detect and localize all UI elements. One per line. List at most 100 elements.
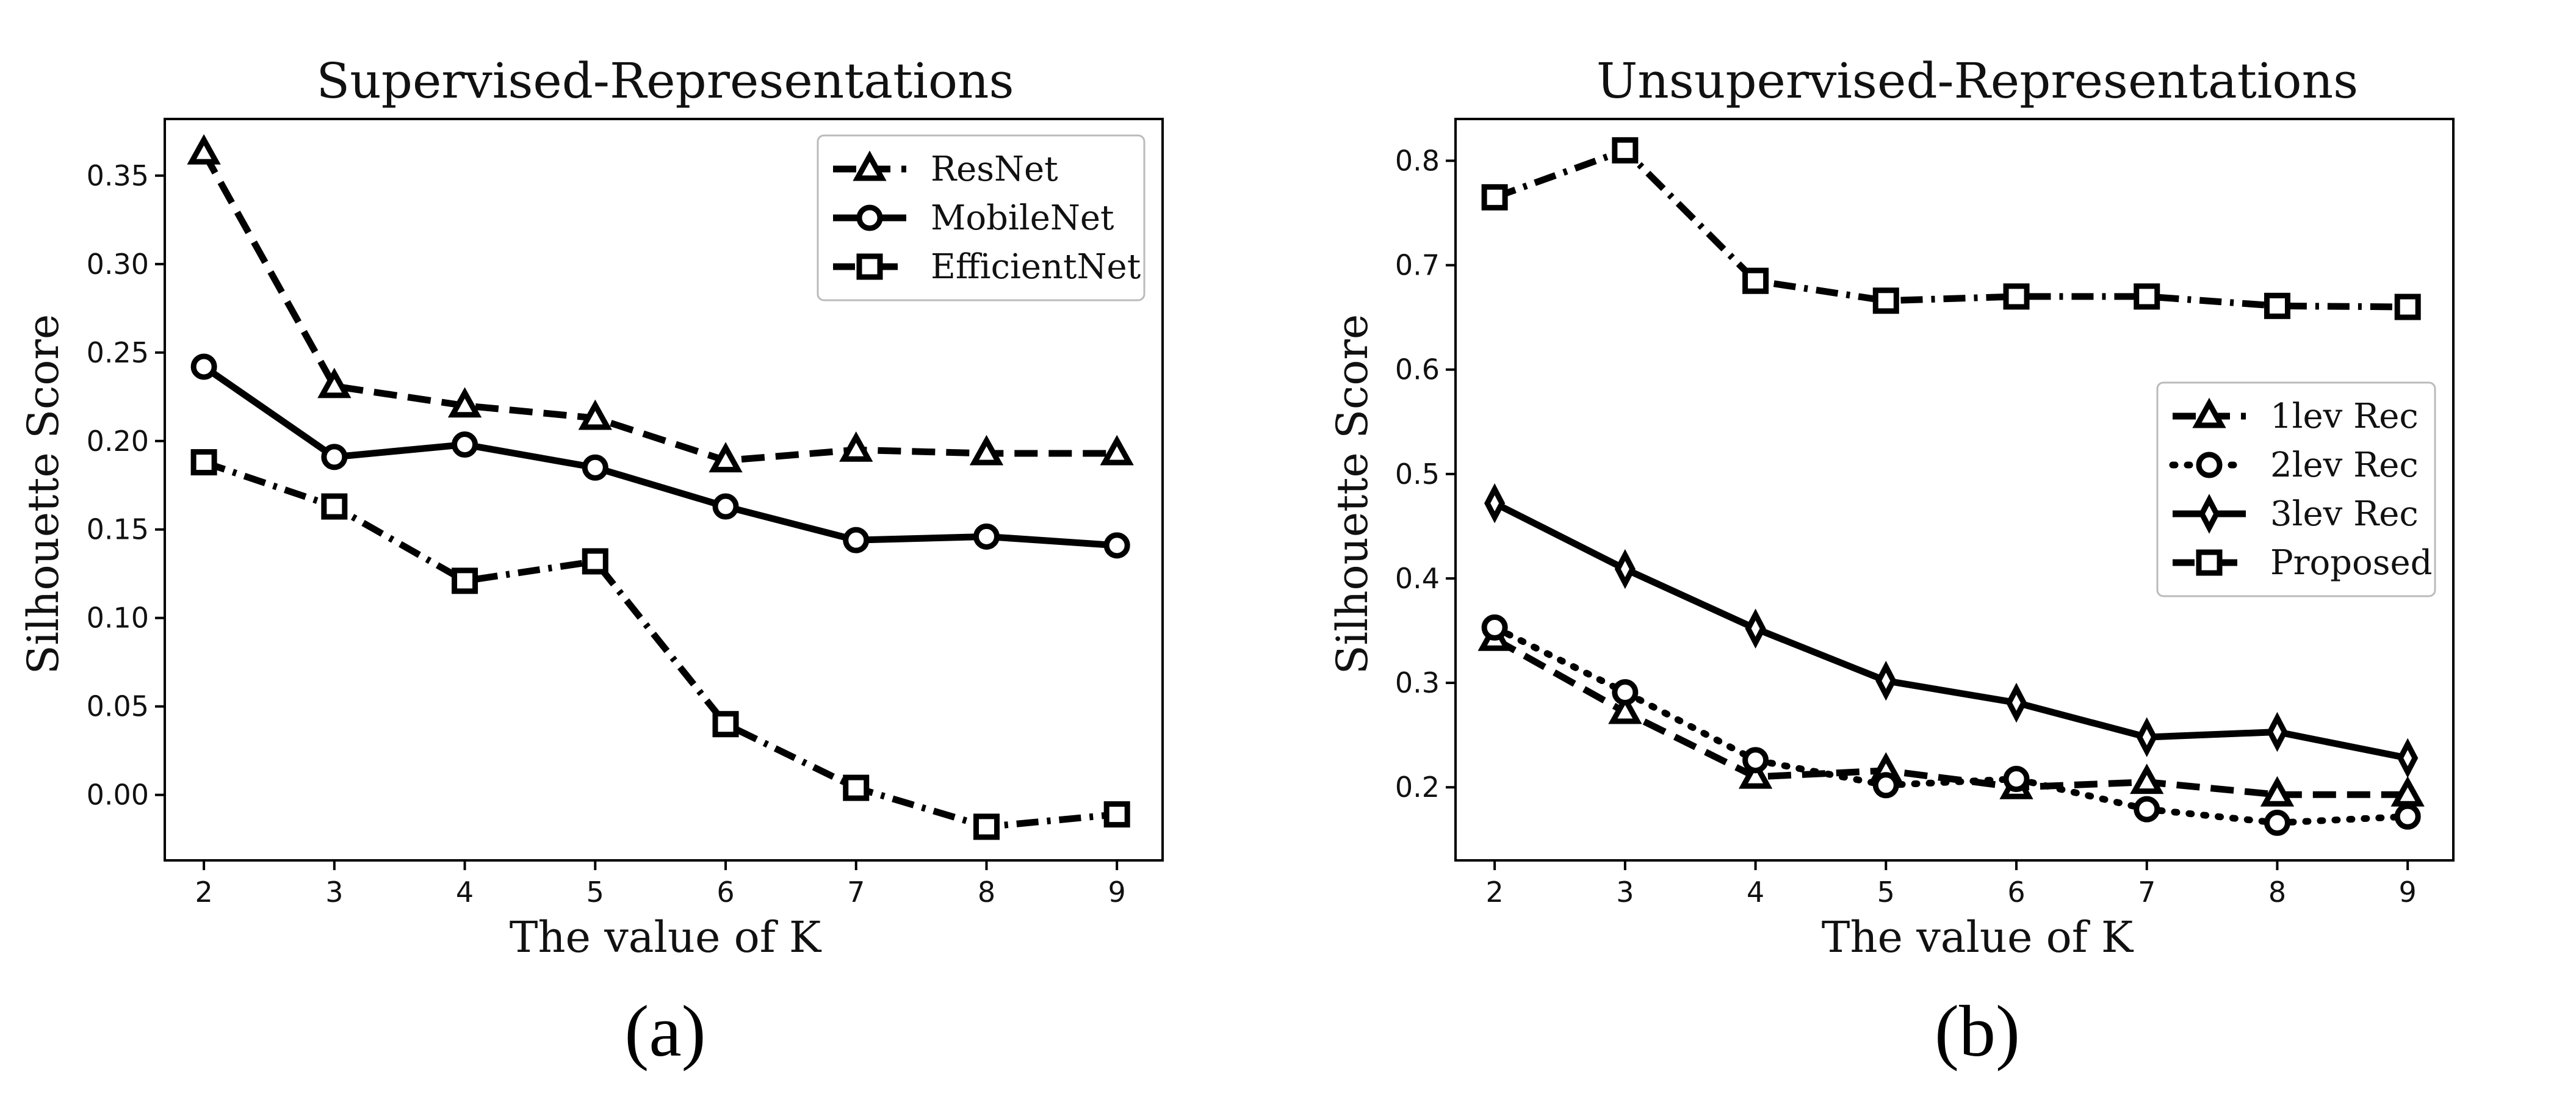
data-point bbox=[1608, 693, 1642, 724]
plot-area: 2 3 4 5 6 7 8 9 0.00 0.05 0.10 0.15 0.20 0.25 0.30 0.35 bbox=[87, 118, 1164, 909]
y-tick-label: 0.05 bbox=[87, 690, 149, 723]
x-tick-label: 6 bbox=[716, 876, 734, 909]
axes-frame bbox=[164, 118, 1164, 862]
x-tick-label: 5 bbox=[586, 876, 604, 909]
legend-item: Proposed bbox=[2173, 543, 2432, 583]
data-point bbox=[712, 493, 739, 520]
chart-title: Supervised-Representations bbox=[316, 52, 1014, 109]
legend-item: MobileNet bbox=[833, 198, 1114, 238]
y-tick-label: 0.35 bbox=[87, 159, 149, 192]
data-point bbox=[1745, 608, 1766, 649]
series-proposed bbox=[1481, 137, 2421, 320]
series-1lev-rec bbox=[1477, 620, 2425, 807]
x-tick-label: 4 bbox=[456, 876, 474, 909]
legend-item: 1lev Rec bbox=[2173, 397, 2419, 436]
data-point bbox=[2264, 809, 2290, 836]
axes-frame bbox=[1454, 118, 2455, 862]
data-point bbox=[578, 399, 612, 430]
data-point bbox=[582, 454, 608, 481]
x-tick-label: 8 bbox=[978, 876, 995, 909]
legend: 1lev Rec 2lev Rec 3lev Rec Proposed bbox=[2156, 381, 2436, 597]
data-point bbox=[1481, 184, 1508, 211]
data-point bbox=[2264, 292, 2290, 319]
data-point bbox=[2267, 711, 2288, 752]
data-point bbox=[2130, 763, 2164, 794]
data-point bbox=[1612, 137, 1639, 164]
data-point bbox=[712, 711, 739, 738]
chart-title: Unsupervised-Representations bbox=[1596, 52, 2358, 109]
x-tick-label: 3 bbox=[325, 876, 343, 909]
panel-caption: (b) bbox=[1935, 990, 2020, 1072]
series-line bbox=[201, 364, 1117, 549]
y-tick-label: 0.25 bbox=[87, 336, 149, 369]
data-point bbox=[1484, 483, 1506, 524]
x-tick-label: 2 bbox=[1485, 876, 1503, 909]
y-tick-label: 0.00 bbox=[87, 779, 149, 812]
data-point bbox=[2134, 283, 2160, 310]
data-point bbox=[2394, 294, 2421, 320]
x-tick-label: 7 bbox=[847, 876, 865, 909]
legend-item: ResNet bbox=[833, 149, 1058, 189]
chart-panel-b: Unsupervised-Representations The value o… bbox=[1327, 52, 2455, 1072]
y-tick-label: 0.15 bbox=[87, 513, 149, 546]
legend-label: ResNet bbox=[931, 149, 1058, 189]
series-line bbox=[203, 459, 1117, 830]
x-tick-label: 9 bbox=[1108, 876, 1126, 909]
legend-marker bbox=[853, 150, 887, 181]
data-point bbox=[969, 434, 1004, 466]
data-point bbox=[1481, 614, 1508, 641]
chart-panel-a: Supervised-Representations The value of … bbox=[18, 52, 1164, 1072]
legend-label: 1lev Rec bbox=[2270, 397, 2419, 436]
series-line bbox=[1493, 146, 2408, 311]
data-point bbox=[2134, 796, 2160, 823]
data-point bbox=[1100, 434, 1134, 466]
x-tick-label: 6 bbox=[2007, 876, 2025, 909]
data-point bbox=[1612, 679, 1639, 705]
series-mobilenet bbox=[190, 353, 1130, 559]
data-point bbox=[1742, 747, 1769, 774]
y-tick-label: 0.5 bbox=[1395, 458, 1440, 491]
legend-item: EfficientNet bbox=[833, 247, 1141, 287]
x-axis-label: The value of K bbox=[1822, 912, 2134, 962]
legend-marker bbox=[856, 204, 883, 231]
legend-marker bbox=[2196, 549, 2223, 576]
data-point bbox=[2397, 738, 2419, 779]
y-tick-label: 0.2 bbox=[1395, 771, 1440, 804]
series-line bbox=[1493, 500, 2409, 762]
legend-item: 2lev Rec bbox=[2169, 445, 2419, 485]
data-point bbox=[2260, 776, 2295, 807]
series-2lev-rec bbox=[1481, 614, 2421, 836]
data-point bbox=[582, 548, 608, 575]
y-axis-label: Silhouette Score bbox=[18, 314, 68, 675]
data-point bbox=[317, 367, 352, 398]
data-point bbox=[1872, 287, 1899, 314]
data-point bbox=[709, 442, 743, 473]
data-point bbox=[1103, 532, 1130, 559]
data-point bbox=[321, 444, 348, 470]
data-point bbox=[2003, 766, 2030, 793]
legend-label: EfficientNet bbox=[931, 247, 1141, 287]
data-point bbox=[321, 493, 348, 520]
y-tick-label: 0.3 bbox=[1395, 666, 1440, 699]
x-axis-label: The value of K bbox=[510, 912, 822, 962]
legend-label: 2lev Rec bbox=[2270, 445, 2419, 485]
plot-area: 2 3 4 5 6 7 8 9 0.2 0.3 0.4 0.5 0.6 0.7 0.8 bbox=[1395, 118, 2455, 909]
data-point bbox=[1103, 801, 1130, 828]
data-point bbox=[2390, 776, 2425, 807]
legend-label: 3lev Rec bbox=[2270, 494, 2419, 534]
y-tick-label: 0.30 bbox=[87, 248, 149, 281]
data-point bbox=[1738, 758, 1773, 789]
legend-box bbox=[817, 134, 1145, 301]
data-point bbox=[1875, 660, 1897, 701]
series-resnet bbox=[187, 134, 1134, 473]
data-point bbox=[447, 387, 482, 418]
data-point bbox=[1742, 267, 1769, 294]
data-point bbox=[843, 527, 870, 553]
y-tick-label: 0.20 bbox=[87, 425, 149, 458]
data-point bbox=[973, 523, 1000, 550]
series-line bbox=[201, 151, 1117, 464]
data-point bbox=[190, 449, 217, 476]
y-tick-label: 0.8 bbox=[1395, 144, 1440, 177]
data-point bbox=[843, 774, 870, 801]
